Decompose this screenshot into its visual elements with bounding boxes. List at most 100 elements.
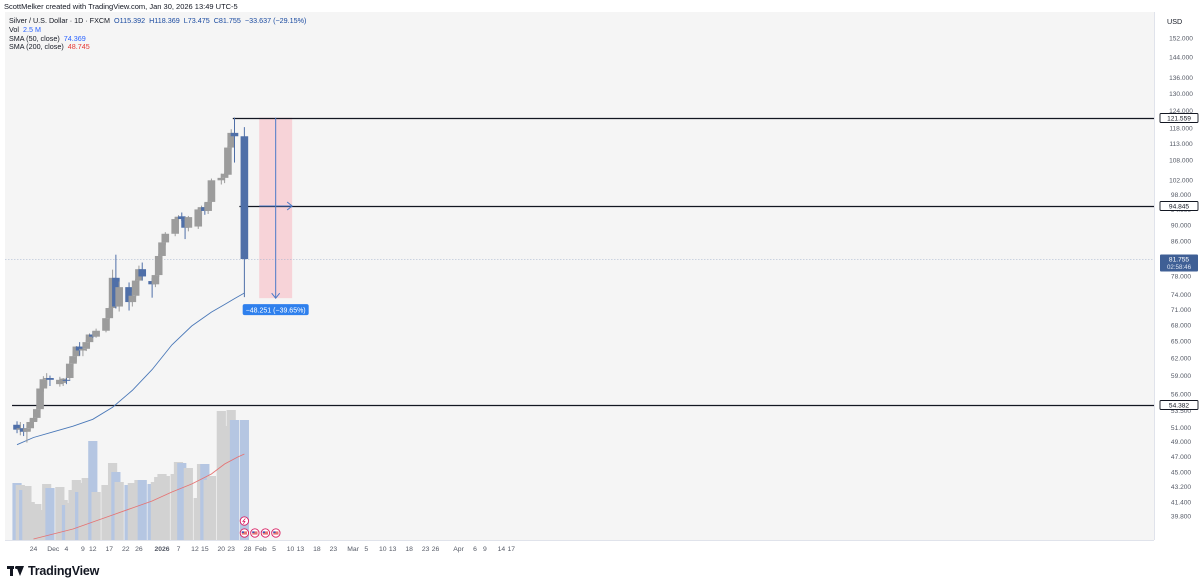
volume-bar — [206, 476, 217, 540]
price-axis-tick: 41.400 — [1171, 499, 1192, 506]
volume-bar — [114, 482, 124, 540]
candle-body — [128, 295, 137, 303]
time-axis-tick: Dec — [47, 546, 60, 553]
candle-body — [161, 233, 170, 243]
price-axis-tick: 56.000 — [1171, 392, 1192, 399]
currency-label: USD — [1167, 17, 1182, 26]
time-axis-tick: 17 — [106, 546, 114, 553]
time-axis-tick: Apr — [453, 546, 464, 553]
time-axis-tick: 20 — [218, 546, 226, 553]
time-axis-tick: 17 — [507, 546, 515, 553]
level-price-tag — [1159, 113, 1199, 123]
candle — [171, 217, 179, 237]
level-price-tag — [1159, 201, 1199, 211]
level-price-tag-label: 121.559 — [1167, 116, 1191, 123]
candle — [13, 421, 21, 434]
price-axis-tick: 45.000 — [1171, 470, 1192, 477]
flag-canton — [262, 531, 265, 533]
volume-bars — [12, 410, 249, 540]
candle — [207, 178, 216, 204]
candle-body — [13, 424, 21, 430]
lightning-icon — [242, 518, 246, 525]
legend-vol-label: Vol — [9, 24, 19, 34]
price-axis-tick: 47.000 — [1171, 454, 1192, 461]
price-axis-tick: 90.000 — [1171, 222, 1192, 229]
legend-sma50-row: SMA (50, close) 74.369 — [9, 33, 306, 44]
price-axis-tick: 53.500 — [1171, 408, 1192, 415]
legend-sma50-value: 74.369 — [63, 33, 86, 43]
time-axis-tick: 26 — [432, 546, 440, 553]
candle — [151, 273, 160, 288]
candle — [105, 306, 114, 320]
time-axis-tick: 23 — [422, 546, 430, 553]
level-price-tag — [1159, 400, 1199, 410]
last-price-tag — [1160, 254, 1198, 272]
legend-sma50-label: SMA (50, close) — [9, 33, 60, 43]
candle-body — [207, 180, 216, 202]
candle — [138, 262, 147, 281]
candle — [115, 281, 123, 312]
candle-body — [46, 377, 54, 380]
volume-bar — [91, 492, 101, 540]
candle-body — [26, 421, 35, 429]
legend-ohlc-row: Silver / U.S. Dollar · 1D · FXCM O115.39… — [9, 16, 306, 26]
volume-bar — [183, 468, 193, 540]
candle — [184, 215, 193, 232]
tradingview-logo-icon — [7, 566, 24, 576]
candle — [230, 117, 239, 163]
flag-stripes — [273, 531, 279, 535]
candle-body — [171, 219, 179, 234]
measure-arrow-head-down — [271, 292, 281, 299]
time-axis-tick: 13 — [389, 546, 397, 553]
chart-legend: Silver / U.S. Dollar · 1D · FXCM O115.39… — [9, 16, 306, 52]
candle-body — [72, 346, 81, 357]
time-axis-tick: 13 — [297, 546, 305, 553]
price-chart[interactable]: −48.251 (−39.65%) 39.800 41.400 43.200 45.00… — [5, 12, 1199, 558]
time-axis-tick: 18 — [405, 546, 413, 553]
candle-body — [32, 409, 41, 418]
candle-body — [105, 308, 114, 319]
attribution-header: ScottMelker created with TradingView.com… — [4, 2, 238, 11]
candle — [161, 232, 170, 246]
candle-body — [85, 334, 94, 343]
time-axis-tick: 24 — [30, 546, 38, 553]
flag-canton — [252, 531, 255, 533]
time-axis-tick: 23 — [330, 546, 338, 553]
price-axis-tick: 152.000 — [1169, 35, 1193, 42]
candle-body — [82, 342, 91, 349]
price-axis-tick: 68.000 — [1171, 322, 1192, 329]
time-axis-tick: Feb — [255, 546, 267, 553]
candle — [158, 241, 166, 258]
time-axis-tick: 7 — [177, 546, 181, 553]
legend-open: O115.392 — [114, 16, 146, 25]
candle — [194, 207, 203, 229]
time-axis-tick: 12 — [191, 546, 199, 553]
candle-body — [75, 346, 84, 351]
candle-body — [39, 379, 48, 389]
price-axis-tick: 39.800 — [1171, 513, 1192, 520]
level-price-tag-label: 94.845 — [1169, 204, 1190, 211]
time-axis-tick: 18 — [313, 546, 321, 553]
candle-body — [184, 217, 193, 228]
time-axis-tick: 9 — [81, 546, 85, 553]
candle-body — [92, 330, 100, 337]
candle-body — [177, 216, 186, 220]
price-axis-tick: 43.200 — [1171, 484, 1192, 491]
last-price-value: 81.755 — [1169, 257, 1190, 264]
level-price-tag-label: 54.382 — [1169, 403, 1190, 410]
legend-low: L73.475 — [183, 16, 210, 25]
price-axis-tick: 86.000 — [1171, 239, 1192, 246]
candle-body — [240, 136, 249, 260]
candle-body — [79, 348, 87, 351]
candle-body — [69, 356, 77, 364]
time-axis-tick: 26 — [135, 546, 143, 553]
candle-body — [138, 269, 147, 277]
candle — [224, 145, 232, 176]
legend-high: H118.369 — [149, 16, 180, 25]
candle — [102, 315, 110, 333]
candle — [92, 328, 100, 338]
price-axis-tick: 108.000 — [1169, 157, 1193, 164]
chart-svg[interactable]: −48.251 (−39.65%) 39.800 41.400 43.200 45.00… — [5, 12, 1199, 558]
candle — [204, 200, 212, 215]
flag-stripes — [262, 531, 268, 535]
